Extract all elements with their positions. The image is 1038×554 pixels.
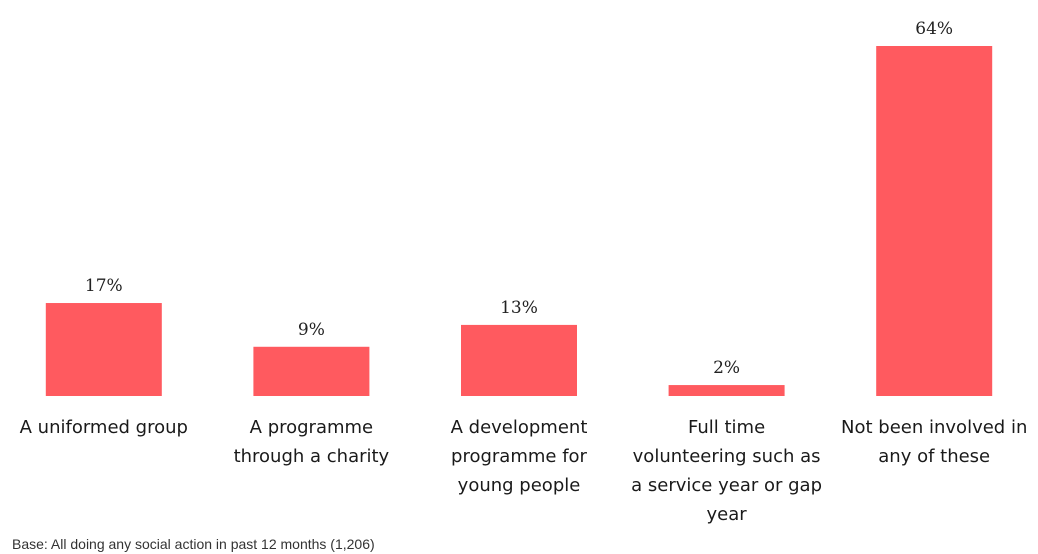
category-label-line: through a charity — [234, 446, 390, 467]
value-label-3: 13% — [500, 298, 538, 318]
category-label-1: A uniformed group — [20, 417, 188, 438]
bar-4 — [668, 385, 785, 396]
category-label-2: A programme through a charity — [234, 417, 390, 467]
category-label-5: Not been involved in any of these — [841, 417, 1027, 467]
base-footnote: Base: All doing any social action in pas… — [12, 536, 375, 552]
bar-3 — [461, 324, 577, 396]
value-label-5: 64% — [915, 19, 953, 39]
bar-2 — [253, 346, 370, 396]
category-label-3: A development programme for young people — [451, 417, 588, 496]
category-label-line: A uniformed group — [20, 417, 188, 438]
category-labels-group: A uniformed group A programme through a ch… — [20, 417, 1028, 525]
bar-5 — [876, 46, 993, 396]
category-label-line: programme for — [451, 446, 588, 467]
category-label-line: A programme — [250, 417, 373, 438]
category-label-line: any of these — [878, 446, 990, 467]
value-label-4: 2% — [713, 358, 740, 378]
category-label-line: year — [707, 504, 748, 525]
category-label-line: a service year or gap — [631, 475, 822, 496]
category-label-4: Full time volunteering such as a service y… — [631, 417, 822, 525]
bars-group — [45, 46, 993, 396]
category-label-line: Full time — [688, 417, 765, 438]
bar-1 — [45, 303, 162, 396]
value-labels-group: 17% 9% 13% 2% 64% — [85, 19, 953, 378]
category-label-line: Not been involved in — [841, 417, 1027, 438]
value-label-1: 17% — [85, 276, 123, 296]
category-label-line: A development — [451, 417, 588, 438]
category-label-line: young people — [458, 475, 581, 496]
value-label-2: 9% — [298, 320, 325, 340]
category-label-line: volunteering such as — [633, 446, 821, 467]
